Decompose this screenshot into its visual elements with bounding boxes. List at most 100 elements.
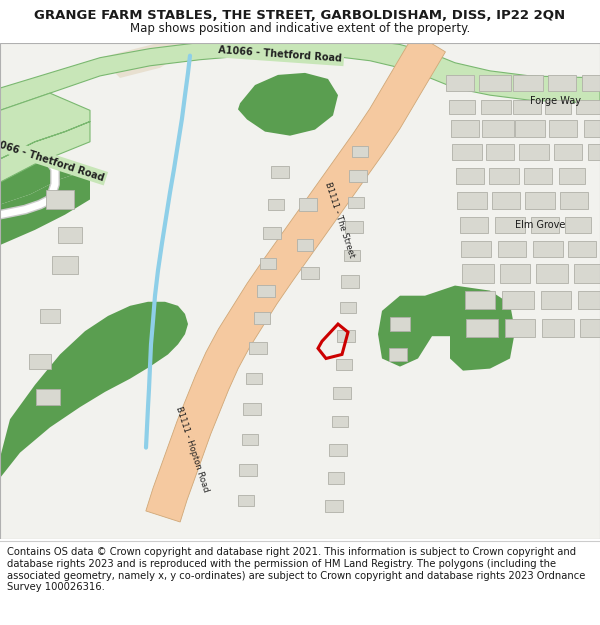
Bar (498, 241, 526, 258)
Text: Forge Way: Forge Way (530, 96, 581, 106)
Polygon shape (378, 286, 515, 371)
Bar (460, 217, 488, 233)
Bar (549, 121, 577, 137)
Bar (446, 75, 474, 91)
Text: Map shows position and indicative extent of the property.: Map shows position and indicative extent… (130, 22, 470, 35)
Bar (492, 192, 520, 209)
Bar (349, 170, 367, 182)
Bar (29, 354, 51, 369)
Bar (301, 268, 319, 279)
Bar (582, 75, 600, 91)
Bar (515, 121, 545, 137)
Bar (576, 100, 600, 114)
Bar (390, 318, 410, 331)
Bar (513, 75, 543, 91)
Bar (486, 144, 514, 160)
Bar (452, 144, 482, 160)
Bar (541, 291, 571, 309)
Polygon shape (0, 302, 188, 539)
Bar (297, 239, 313, 251)
Bar (578, 291, 600, 309)
Polygon shape (100, 42, 200, 78)
Bar (336, 359, 352, 370)
Bar (325, 500, 343, 512)
Bar (329, 444, 347, 456)
Polygon shape (238, 73, 338, 136)
Bar (519, 144, 549, 160)
Bar (352, 146, 368, 158)
Bar (461, 241, 491, 258)
Bar (505, 319, 535, 338)
Bar (242, 434, 258, 445)
Bar (502, 291, 534, 309)
Polygon shape (0, 139, 90, 204)
Bar (389, 348, 407, 361)
Bar (542, 319, 574, 338)
Bar (513, 100, 541, 114)
Bar (40, 309, 60, 323)
Bar (332, 416, 348, 427)
Bar (254, 312, 270, 324)
Bar (243, 403, 261, 415)
Bar (525, 192, 555, 209)
Bar (545, 100, 571, 114)
Text: GRANGE FARM STABLES, THE STREET, GARBOLDISHAM, DISS, IP22 2QN: GRANGE FARM STABLES, THE STREET, GARBOLD… (34, 9, 566, 22)
Bar (568, 241, 596, 258)
Bar (46, 191, 74, 209)
Bar (263, 227, 281, 239)
Text: A1066 - Thetford Road: A1066 - Thetford Road (218, 46, 342, 64)
Bar (239, 464, 257, 476)
Bar (482, 121, 514, 137)
Bar (341, 276, 359, 288)
Bar (238, 495, 254, 506)
Bar (574, 264, 600, 282)
Polygon shape (146, 33, 445, 522)
Bar (466, 319, 498, 338)
Bar (268, 199, 284, 210)
Bar (481, 100, 511, 114)
Bar (52, 256, 78, 274)
Text: Contains OS data © Crown copyright and database right 2021. This information is : Contains OS data © Crown copyright and d… (7, 548, 586, 592)
Bar (548, 75, 576, 91)
Bar (584, 121, 600, 137)
Bar (340, 302, 356, 313)
Text: Elm Grove: Elm Grove (515, 220, 565, 230)
Bar (328, 472, 344, 484)
Polygon shape (0, 93, 90, 182)
Bar (533, 241, 563, 258)
Bar (271, 166, 289, 178)
Bar (495, 217, 525, 233)
Bar (456, 168, 484, 184)
Bar (337, 330, 355, 342)
Bar (260, 258, 276, 269)
Bar (36, 389, 60, 405)
Bar (257, 284, 275, 297)
Bar (345, 221, 363, 233)
Bar (559, 168, 585, 184)
Bar (451, 121, 479, 137)
Bar (588, 144, 600, 160)
Bar (58, 227, 82, 243)
Bar (465, 291, 495, 309)
Bar (246, 373, 262, 384)
Bar (333, 387, 351, 399)
Bar (500, 264, 530, 282)
Polygon shape (0, 169, 90, 245)
Bar (531, 217, 559, 233)
Bar (348, 197, 364, 208)
Bar (299, 199, 317, 211)
Bar (249, 342, 267, 354)
Bar (536, 264, 568, 282)
Bar (565, 217, 591, 233)
Bar (449, 100, 475, 114)
Text: B1111 - Hopton Road: B1111 - Hopton Road (174, 406, 210, 494)
Bar (344, 249, 360, 261)
Bar (457, 192, 487, 209)
Bar (554, 144, 582, 160)
Bar (560, 192, 588, 209)
Bar (479, 75, 511, 91)
Bar (524, 168, 552, 184)
Bar (462, 264, 494, 282)
Bar (489, 168, 519, 184)
Bar (580, 319, 600, 338)
